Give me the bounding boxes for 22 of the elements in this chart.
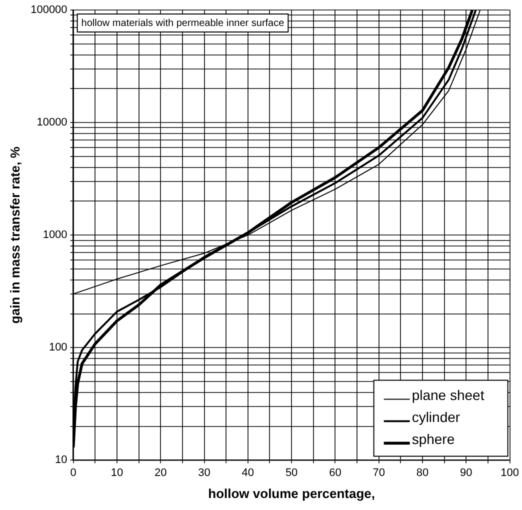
y-tick-label: 10000: [36, 116, 68, 129]
x-tick-label: 70: [372, 466, 385, 479]
x-tick-label: 60: [329, 466, 342, 479]
y-tick-label: 1000: [42, 229, 68, 242]
x-tick-label: 30: [198, 466, 210, 479]
x-tick-label: 20: [154, 466, 167, 479]
y-tick-label: 10: [55, 454, 68, 466]
legend-label: cylinder: [412, 409, 460, 426]
x-tick-label: 50: [285, 466, 298, 479]
x-tick-label: 40: [242, 466, 254, 479]
x-tick-label: 90: [460, 466, 472, 479]
x-tick-label: 100: [500, 466, 520, 479]
legend-label: sphere: [412, 431, 455, 448]
x-tick-label: 0: [70, 466, 76, 479]
y-tick-label: 100: [48, 342, 68, 354]
y-tick-label: 100000: [30, 4, 68, 16]
legend-label: plane sheet: [412, 387, 484, 404]
y-axis-title: gain in mass transfer rate, %: [7, 146, 22, 324]
annotation: hollow materials with permeable inner surface: [81, 18, 285, 29]
x-tick-label: 80: [416, 466, 429, 479]
x-axis-title: hollow volume percentage,: [208, 486, 375, 501]
x-tick-label: 10: [110, 466, 124, 479]
